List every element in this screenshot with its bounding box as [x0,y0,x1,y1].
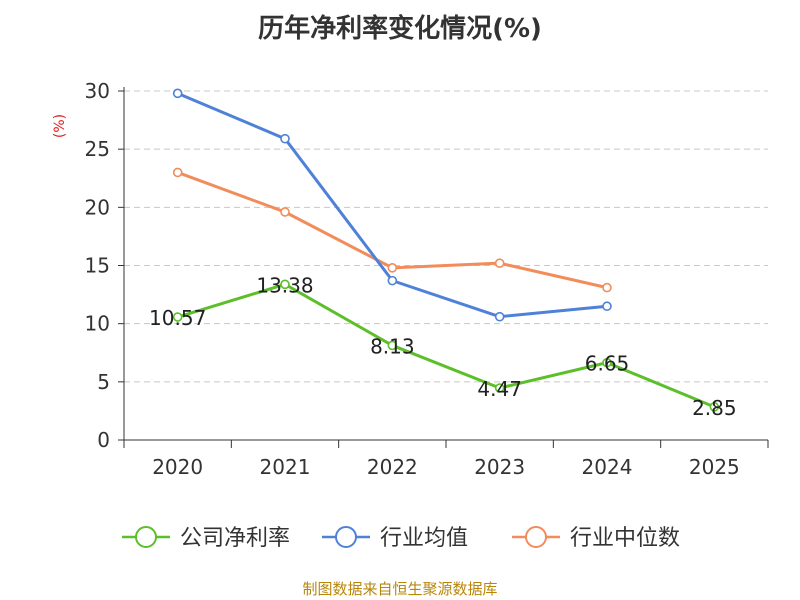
data-point [602,301,612,312]
data-point [387,263,398,273]
data-point [172,167,183,178]
data-label: 4.47 [477,377,522,401]
data-point [387,340,398,351]
series-line-0 [177,282,715,409]
x-tick-label: 2021 [260,455,311,479]
y-tick-label: 10 [85,312,110,336]
data-point [387,275,398,286]
legend-marker [525,526,547,548]
data-label: 6.65 [585,352,630,376]
legend-label: 行业均值 [380,526,468,551]
source-footer: 制图数据来自恒生聚源数据库 [302,580,498,598]
data-point [602,282,612,293]
x-tick-label: 2025 [689,455,740,479]
data-point [494,383,505,393]
legend-label: 行业中位数 [570,526,680,551]
chart-title: 历年净利率变化情况(%) [258,14,542,44]
y-tick-label: 20 [85,195,110,219]
x-tick-label: 2023 [474,455,525,479]
data-point [709,402,720,412]
x-tick-label: 2024 [582,455,633,479]
data-label: 13.38 [256,273,313,297]
y-axis-label: (%) [52,114,68,138]
data-point [172,88,183,99]
legend-marker [135,526,157,548]
data-point [602,357,612,368]
data-point [494,258,505,268]
x-tick-label: 2022 [367,455,418,479]
y-tick-label: 0 [97,428,110,452]
data-point [280,279,290,290]
y-tick-label: 25 [85,137,110,161]
data-label: 8.13 [370,334,415,358]
data-point [280,133,290,144]
legend-marker [335,526,357,548]
y-tick-label: 15 [85,254,110,278]
x-tick-label: 2020 [152,455,203,479]
y-tick-label: 5 [97,370,110,394]
data-point [280,207,290,217]
data-point [494,311,505,322]
data-label: 10.57 [149,306,206,330]
y-tick-label: 30 [85,79,110,103]
data-point [172,312,183,322]
legend-label: 公司净利率 [180,526,290,551]
data-label: 2.85 [692,396,737,420]
